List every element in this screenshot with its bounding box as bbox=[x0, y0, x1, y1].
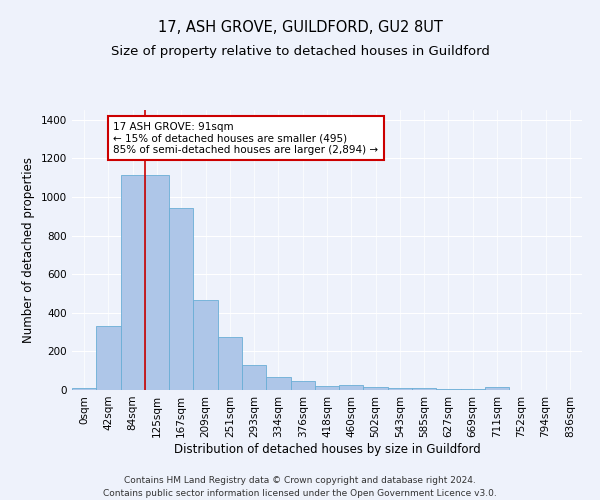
Bar bbox=[169, 208, 193, 390]
Bar bbox=[412, 388, 436, 390]
Bar bbox=[339, 385, 364, 390]
Bar bbox=[96, 326, 121, 390]
Y-axis label: Number of detached properties: Number of detached properties bbox=[22, 157, 35, 343]
Bar bbox=[121, 174, 145, 390]
Bar bbox=[388, 388, 412, 390]
Bar bbox=[485, 388, 509, 390]
X-axis label: Distribution of detached houses by size in Guildford: Distribution of detached houses by size … bbox=[173, 442, 481, 456]
Text: 17 ASH GROVE: 91sqm
← 15% of detached houses are smaller (495)
85% of semi-detac: 17 ASH GROVE: 91sqm ← 15% of detached ho… bbox=[113, 122, 379, 155]
Text: Contains HM Land Registry data © Crown copyright and database right 2024.: Contains HM Land Registry data © Crown c… bbox=[124, 476, 476, 485]
Bar bbox=[145, 174, 169, 390]
Bar bbox=[193, 300, 218, 390]
Bar bbox=[436, 389, 461, 390]
Bar bbox=[364, 386, 388, 390]
Bar bbox=[315, 386, 339, 390]
Bar bbox=[266, 378, 290, 390]
Bar bbox=[72, 388, 96, 390]
Text: 17, ASH GROVE, GUILDFORD, GU2 8UT: 17, ASH GROVE, GUILDFORD, GU2 8UT bbox=[158, 20, 442, 35]
Bar bbox=[218, 337, 242, 390]
Text: Size of property relative to detached houses in Guildford: Size of property relative to detached ho… bbox=[110, 45, 490, 58]
Bar bbox=[242, 365, 266, 390]
Bar bbox=[290, 381, 315, 390]
Text: Contains public sector information licensed under the Open Government Licence v3: Contains public sector information licen… bbox=[103, 488, 497, 498]
